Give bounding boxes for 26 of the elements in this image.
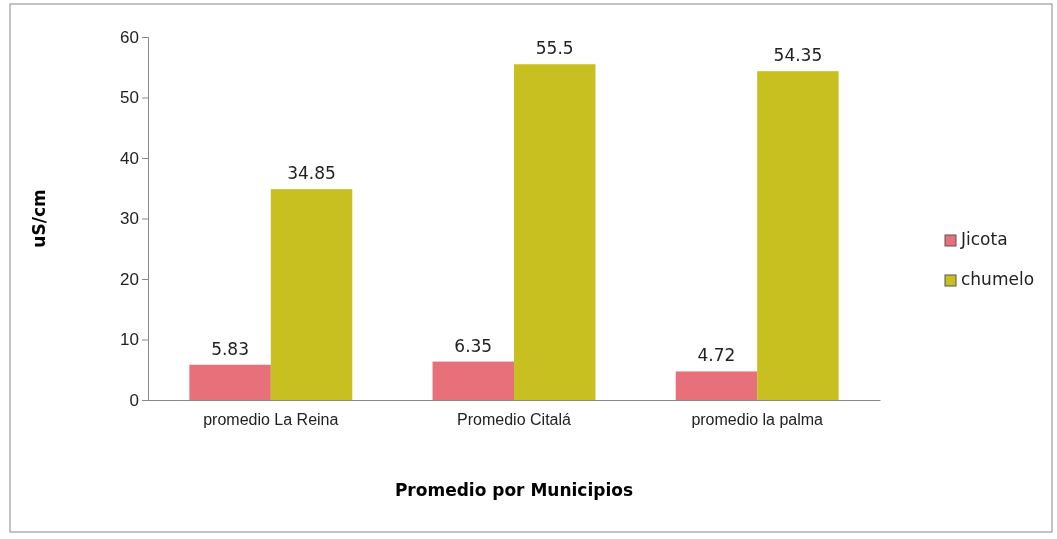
data-label: 6.35: [454, 335, 493, 356]
bar: [432, 361, 514, 400]
x-tick-label: Promedio Citalá: [457, 411, 572, 429]
bar: [675, 371, 758, 400]
data-label: 34.85: [287, 163, 336, 184]
bar: [189, 364, 271, 400]
data-label: 55.5: [535, 38, 574, 59]
y-tick-label: 40: [120, 148, 139, 168]
x-tick-label: promedio La Reina: [203, 411, 339, 429]
y-axis-title: uS/cm: [29, 189, 49, 248]
y-tick-label: 50: [120, 88, 139, 108]
y-tick-label: 30: [120, 209, 139, 229]
legend-label: chumelo: [961, 269, 1035, 289]
legend-label: Jicota: [960, 229, 1008, 249]
bar: [514, 64, 596, 400]
bar: [270, 189, 353, 400]
data-label: 5.83: [211, 338, 250, 359]
x-tick-label: promedio la palma: [691, 411, 824, 429]
data-label: 54.35: [773, 45, 823, 66]
y-tick-label: 10: [120, 330, 139, 350]
bar: [757, 71, 839, 400]
y-tick-label: 20: [120, 269, 139, 289]
y-tick-label: 60: [120, 27, 139, 47]
y-tick-label: 0: [129, 390, 139, 410]
x-axis-title: Promedio por Municipios: [394, 480, 634, 500]
data-label: 4.72: [697, 345, 736, 366]
